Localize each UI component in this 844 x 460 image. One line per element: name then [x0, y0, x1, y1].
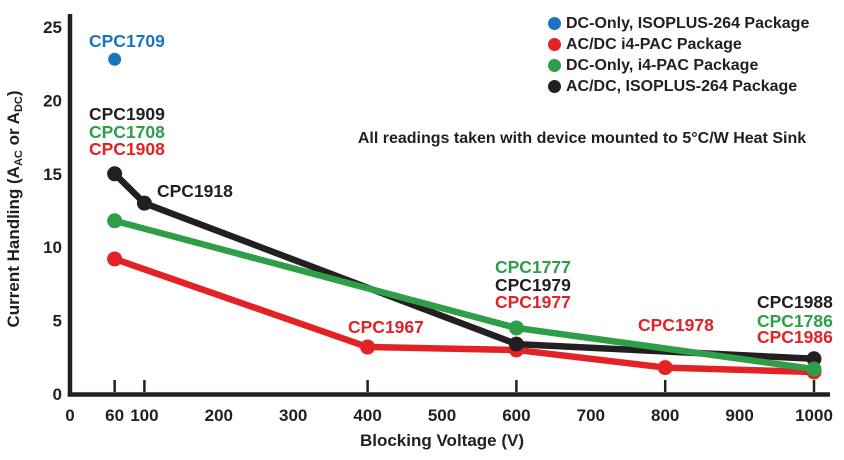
heat-sink-note: All readings taken with device mounted t…	[357, 130, 807, 147]
x-axis-title: Blocking Voltage (V)	[359, 431, 525, 450]
data-point-cpc1978	[657, 360, 673, 376]
x-tick-label: 100	[130, 406, 158, 425]
legend-item-dc-only-i4pac: DC-Only, i4-PAC Package	[548, 55, 809, 76]
legend-item-dc-only-isoplus: DC-Only, ISOPLUS-264 Package	[548, 13, 809, 34]
y-axis-title-sub-ac: AC	[13, 150, 25, 167]
y-axis-title-sub-dc: DC	[13, 96, 25, 113]
y-axis-title: Current Handling (AAC or ADC)	[4, 79, 28, 339]
part-label-cpc1908: CPC1908	[89, 139, 165, 159]
x-tick-label: 700	[577, 406, 605, 425]
legend-label: DC-Only, i4-PAC Package	[566, 57, 759, 74]
data-point-cpc1908	[107, 251, 123, 267]
part-label-cpc1708: CPC1708	[89, 122, 165, 142]
data-point-cpc1967	[360, 339, 376, 355]
part-label-cpc1786: CPC1786	[757, 311, 833, 331]
legend: DC-Only, ISOPLUS-264 Package AC/DC i4-PA…	[548, 13, 809, 97]
data-point-cpc1709	[108, 52, 122, 66]
part-label-cpc1909: CPC1909	[89, 104, 165, 124]
data-point-cpc1909	[107, 166, 123, 182]
data-point-cpc1918	[136, 195, 152, 211]
legend-label: AC/DC, ISOPLUS-264 Package	[566, 78, 798, 95]
legend-marker-green-dot-icon	[548, 59, 561, 72]
part-label-cpc1918: CPC1918	[157, 181, 233, 201]
part-label-cpc1986: CPC1986	[757, 327, 833, 347]
x-tick-label: 0	[65, 406, 74, 425]
legend-marker-blue-dot-icon	[548, 17, 561, 30]
legend-label: AC/DC i4-PAC Package	[566, 36, 742, 53]
data-point-cpc1708	[107, 213, 123, 229]
x-tick-label: 60	[105, 406, 124, 425]
x-tick-label: 500	[428, 406, 456, 425]
x-tick-label: 300	[279, 406, 307, 425]
legend-marker-red-dot-icon	[548, 38, 561, 51]
data-point-cpc1979	[508, 336, 524, 352]
x-tick-label: 400	[353, 406, 381, 425]
y-tick-label: 10	[43, 238, 62, 257]
data-point-cpc1786	[806, 361, 822, 377]
y-tick-label: 0	[53, 385, 62, 404]
part-label-cpc1979: CPC1979	[495, 275, 571, 295]
x-tick-label: 1000	[795, 406, 833, 425]
x-tick-label: 600	[502, 406, 530, 425]
part-label-cpc1988: CPC1988	[757, 292, 833, 312]
y-axis-title-prefix: Current Handling (A	[4, 166, 23, 328]
part-label-cpc1967: CPC1967	[348, 317, 424, 337]
legend-marker-black-dot-icon	[548, 80, 561, 93]
part-label-cpc1977: CPC1977	[495, 292, 571, 312]
y-axis-title-mid: or A	[4, 112, 23, 151]
legend-label: DC-Only, ISOPLUS-264 Package	[566, 15, 810, 32]
y-tick-label: 20	[43, 91, 62, 110]
part-label-cpc1709: CPC1709	[89, 31, 165, 51]
legend-item-acdc-isoplus: AC/DC, ISOPLUS-264 Package	[548, 76, 809, 97]
part-label-cpc1978: CPC1978	[638, 315, 714, 335]
y-tick-label: 25	[43, 18, 62, 37]
data-point-cpc1777	[508, 320, 524, 336]
data-point-cpc1988	[806, 351, 822, 367]
part-label-cpc1777: CPC1777	[495, 257, 571, 277]
y-tick-label: 5	[53, 312, 62, 331]
x-tick-label: 200	[205, 406, 233, 425]
x-tick-label: 900	[725, 406, 753, 425]
legend-item-acdc-i4pac: AC/DC i4-PAC Package	[548, 34, 809, 55]
y-tick-label: 15	[43, 165, 62, 184]
x-tick-label: 800	[651, 406, 679, 425]
